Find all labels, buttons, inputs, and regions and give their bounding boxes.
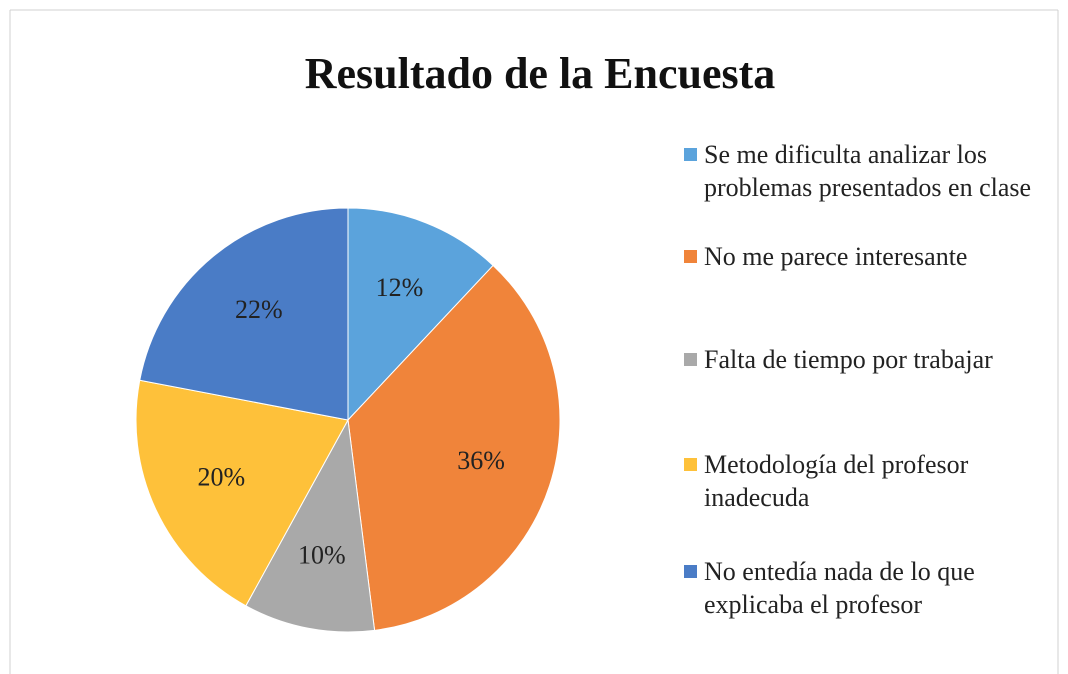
legend-item: Metodología del profesor inadecuda: [684, 448, 1044, 514]
legend-swatch: [684, 458, 697, 471]
legend-swatch: [684, 148, 697, 161]
legend-label: Metodología del profesor inadecuda: [704, 450, 969, 512]
data-label: 20%: [198, 463, 246, 492]
pie-slice: [347, 207, 494, 422]
legend-item: No entedía nada de lo que explicaba el p…: [684, 555, 1044, 621]
legend-swatch: [684, 250, 697, 263]
legend-label: No me parece interesante: [704, 242, 968, 271]
legend-label: No entedía nada de lo que explicaba el p…: [704, 557, 975, 619]
legend-label: Se me dificulta analizar los problemas p…: [704, 140, 1032, 202]
legend-item: Falta de tiempo por trabajar: [684, 343, 1044, 376]
data-label: 22%: [235, 295, 283, 324]
legend-item: No me parece interesante: [684, 240, 1044, 273]
pie-slice: [245, 418, 376, 633]
pie-slice: [135, 379, 349, 607]
pie-slice: [347, 264, 561, 631]
legend-item: Se me dificulta analizar los problemas p…: [684, 138, 1044, 204]
data-label: 36%: [457, 446, 505, 475]
chart-title: Resultado de la Encuesta: [305, 49, 776, 98]
pie-slice: [139, 207, 349, 421]
legend-swatch: [684, 353, 697, 366]
data-label: 12%: [376, 273, 424, 302]
legend-swatch: [684, 565, 697, 578]
legend-label: Falta de tiempo por trabajar: [704, 345, 993, 374]
data-label: 10%: [298, 540, 346, 569]
